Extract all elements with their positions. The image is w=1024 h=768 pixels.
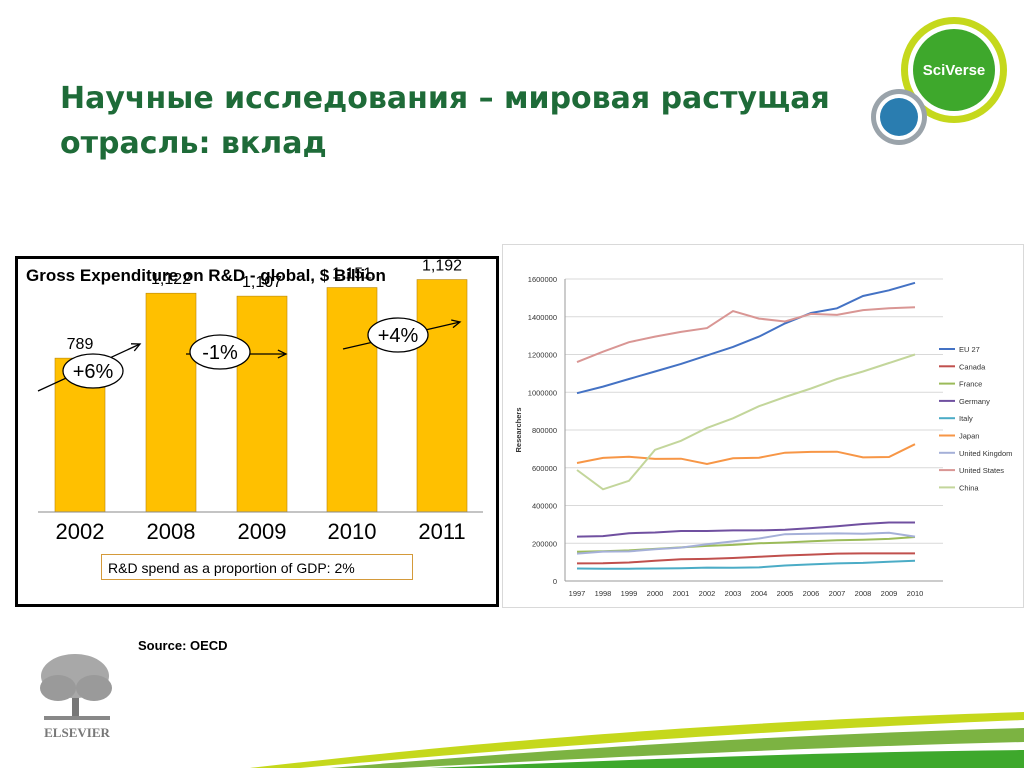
tree-crown-right xyxy=(76,675,112,701)
x-tick-label: 1997 xyxy=(569,589,586,598)
swoosh-mid xyxy=(330,728,1024,768)
elsevier-wordmark: ELSEVIER xyxy=(44,725,110,740)
swoosh-dark xyxy=(430,750,1024,768)
legend-label: China xyxy=(959,483,979,492)
x-tick-label: 2005 xyxy=(777,589,794,598)
logo-text: SciVerse xyxy=(923,62,986,79)
change-ellipse xyxy=(189,334,251,370)
source-note: Source: OECD xyxy=(138,638,228,653)
x-tick-label: 2004 xyxy=(751,589,768,598)
x-tick-label: 2009 xyxy=(881,589,898,598)
tree-crown-left xyxy=(40,675,76,701)
bar-value-label: 1,192 xyxy=(422,259,462,275)
legend-label: Japan xyxy=(959,432,979,441)
gdp-note: R&D spend as a proportion of GDP: 2% xyxy=(101,554,413,580)
legend-label: France xyxy=(959,380,982,389)
bar-2010 xyxy=(326,287,378,513)
x-tick-label: 1999 xyxy=(621,589,638,598)
category-label: 2010 xyxy=(328,519,377,544)
y-tick-label: 400000 xyxy=(532,502,557,511)
series-line-eu-27 xyxy=(576,281,916,395)
sciverse-logo: SciVerse xyxy=(871,17,1007,145)
change-label: -1% xyxy=(202,342,238,364)
rd-expenditure-panel: Gross Expenditure on R&D - global, $ Bil… xyxy=(15,256,499,607)
researchers-chart-panel: 0 200000 400000 600000 800000 1000000 1200000 1… xyxy=(502,244,1024,608)
x-tick-label: 2001 xyxy=(673,589,690,598)
series-line-italy xyxy=(576,559,916,570)
tree-ground xyxy=(44,716,110,720)
category-label: 2002 xyxy=(56,519,105,544)
change-label: +4% xyxy=(378,325,419,347)
y-tick-label: 1600000 xyxy=(528,275,557,284)
y-tick-label: 200000 xyxy=(532,539,557,548)
series-line-united-kingdom xyxy=(576,531,916,555)
series-line-japan xyxy=(576,443,916,466)
change-ellipse xyxy=(62,353,124,389)
bar-2011 xyxy=(416,279,468,513)
change-arrowhead xyxy=(130,343,142,352)
tree-trunk xyxy=(72,688,79,718)
legend-label: Germany xyxy=(959,397,990,406)
legend-label: EU 27 xyxy=(959,345,980,354)
bar-chart-title: Gross Expenditure on R&D - global, $ Bil… xyxy=(26,266,386,285)
bar-2008 xyxy=(145,292,197,513)
y-tick-label: 600000 xyxy=(532,464,557,473)
legend-label: United States xyxy=(959,466,1004,475)
y-tick-label: 800000 xyxy=(532,426,557,435)
y-tick-label: 0 xyxy=(553,577,557,586)
x-tick-label: 2007 xyxy=(829,589,846,598)
bar-value-label: 1,107 xyxy=(242,274,282,291)
change-arrowhead xyxy=(451,319,462,329)
y-tick-label: 1200000 xyxy=(528,351,557,360)
legend-label: Italy xyxy=(959,414,973,423)
swoosh-light xyxy=(250,712,1024,768)
series-line-united-states xyxy=(576,306,916,364)
change-ellipse xyxy=(367,317,429,353)
x-tick-label: 2006 xyxy=(803,589,820,598)
bar-value-label: 1,122 xyxy=(151,271,191,288)
x-tick-label: 2010 xyxy=(907,589,924,598)
y-tick-label: 1000000 xyxy=(528,388,557,397)
category-label: 2011 xyxy=(418,519,465,544)
x-tick-label: 2000 xyxy=(647,589,664,598)
logo-small-disc xyxy=(880,98,918,136)
category-label: 2008 xyxy=(147,519,196,544)
line-chart: 0 200000 400000 600000 800000 1000000 1200000 1… xyxy=(514,275,1012,598)
x-tick-label: 2008 xyxy=(855,589,872,598)
elsevier-logo: ELSEVIER xyxy=(40,654,112,740)
change-arrowhead xyxy=(277,349,288,359)
change-label: +6% xyxy=(73,361,114,383)
bar-2009 xyxy=(236,295,288,513)
series-line-china xyxy=(576,353,916,491)
x-tick-label: 2003 xyxy=(725,589,742,598)
x-tick-label: 1998 xyxy=(595,589,612,598)
bar-value-label: 1,151 xyxy=(332,266,372,283)
logo-green-disc xyxy=(913,29,995,111)
legend-label: Canada xyxy=(959,362,986,371)
legend-label: United Kingdom xyxy=(959,449,1012,458)
bar-chart: 789 2002 1,122 2008 1,107 2009 1,151 2010 1,192 2… xyxy=(37,259,483,544)
y-tick-label: 1400000 xyxy=(528,313,557,322)
series-line-germany xyxy=(576,521,915,538)
bar-value-label: 789 xyxy=(67,336,94,353)
category-label: 2009 xyxy=(238,519,287,544)
x-tick-label: 2002 xyxy=(699,589,716,598)
slide-title: Научные исследования – мировая растущая … xyxy=(60,81,830,161)
y-axis-title: Researchers xyxy=(514,407,523,452)
series-line-canada xyxy=(576,552,915,565)
